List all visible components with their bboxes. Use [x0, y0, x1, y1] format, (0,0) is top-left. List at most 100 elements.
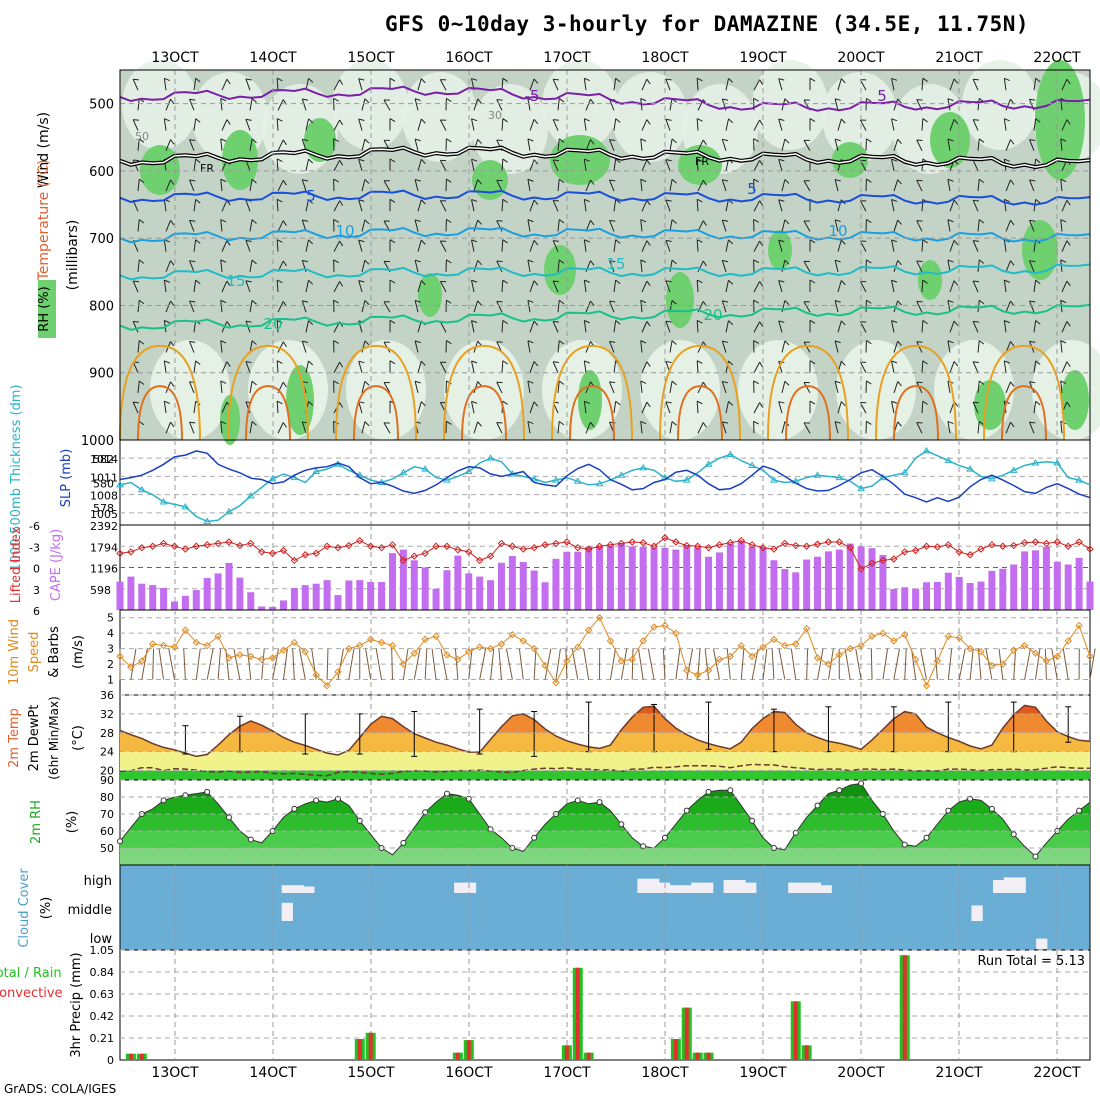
wind-barb-flag	[809, 360, 816, 365]
wind-barb-staff	[1033, 280, 1037, 293]
wind-barb-flag	[383, 382, 390, 384]
wind-barb-staff	[473, 300, 479, 313]
cape-bar	[279, 600, 287, 610]
cape-bar	[214, 573, 222, 610]
wind-barb	[439, 79, 447, 91]
wind-barb-staff	[137, 138, 140, 151]
wind-barb-staff	[949, 119, 955, 131]
wind-barb	[809, 239, 816, 252]
wind-barb-staff	[696, 158, 699, 171]
wind-barb-flag	[722, 381, 729, 384]
wind-barb-flag	[665, 199, 672, 202]
wind-barb	[333, 138, 339, 151]
wind-barb	[921, 360, 928, 373]
rh-point	[225, 814, 232, 821]
isotherm-25-loop	[335, 344, 417, 441]
wind-barb-staff	[361, 260, 366, 272]
cloud-level-high: high	[84, 874, 112, 889]
precip-ytick: 0.84	[90, 966, 115, 979]
wind-barb-staff	[193, 401, 197, 414]
wind-barb-staff	[361, 300, 366, 313]
wind-barb	[696, 198, 703, 212]
wind-barb-flag	[973, 78, 979, 81]
wind-barb-staff	[949, 280, 955, 293]
wind-barb-flag	[302, 259, 309, 263]
wind-barb	[245, 239, 252, 252]
wind-barb	[721, 421, 729, 434]
wind-barb-staff	[725, 239, 729, 252]
wind10m-barb	[365, 648, 372, 680]
wind-barb	[496, 179, 503, 192]
wind-barb	[221, 361, 231, 373]
temp-band	[120, 705, 1090, 714]
wind-barb	[471, 279, 478, 293]
wind-barb-flag	[496, 341, 503, 343]
wind10m-point	[552, 678, 560, 687]
wind-barb-flag	[722, 300, 729, 303]
wind-barb-flag	[891, 158, 898, 162]
wind-barb-flag	[245, 360, 252, 364]
wind-barb	[865, 97, 872, 111]
wind-barb	[753, 138, 759, 151]
wind-barb-staff	[893, 300, 899, 313]
isotherm-30-loop	[1001, 385, 1047, 441]
wind-barb	[641, 200, 651, 212]
wind-barb	[358, 239, 365, 252]
wind-barb-flag	[978, 380, 985, 385]
wind-barb-flag	[665, 118, 672, 121]
wind-barb-staff	[613, 360, 617, 373]
wind-barb-staff	[527, 340, 531, 353]
wind-barb-flag	[1010, 179, 1015, 185]
wind10m-point	[650, 623, 658, 631]
wind-barb	[445, 138, 452, 151]
li-point	[214, 539, 222, 548]
wind-barb-flag	[189, 300, 196, 303]
wind10m-point	[366, 635, 375, 644]
li-point	[377, 543, 386, 552]
wind-barb-staff	[916, 260, 923, 273]
cape-bar	[192, 590, 200, 610]
wind-barb-staff	[778, 239, 783, 252]
wind-barb	[276, 400, 283, 414]
wind-barb-staff	[501, 360, 504, 373]
wind-barb-flag	[778, 320, 785, 323]
wind-barb-flag	[947, 178, 954, 182]
wind-barb-staff	[949, 240, 955, 252]
wind-barb	[696, 360, 703, 373]
wind-barb-flag	[558, 138, 565, 143]
wind-barb-staff	[609, 381, 615, 394]
wind-barb-flag	[496, 260, 503, 263]
wind-barb	[859, 119, 867, 131]
wind10m-point	[901, 631, 909, 639]
wind-barb	[972, 119, 979, 131]
wind-barb-staff	[220, 259, 223, 272]
li-point	[813, 540, 822, 548]
wind-barb-flag	[1010, 260, 1015, 266]
li-point	[192, 542, 200, 550]
wind-barb-staff	[383, 301, 391, 313]
wind-barb-staff	[417, 401, 422, 414]
thickness-point	[486, 454, 495, 461]
rh-point	[923, 834, 930, 841]
wind-barb-staff	[696, 320, 699, 333]
wind-barb-flag	[665, 320, 672, 323]
wind10m-barb	[893, 648, 901, 680]
wind-barb-flag	[220, 380, 227, 384]
wind-barb-staff	[697, 180, 704, 192]
wind-barb	[778, 118, 785, 131]
wind-barb-flag	[722, 259, 729, 263]
wind-barb-staff	[753, 361, 761, 373]
wind-barb-flag	[809, 77, 816, 82]
wind-ytick: 1	[107, 674, 114, 687]
wind-barb-staff	[721, 421, 727, 434]
wind-barb-flag	[533, 280, 539, 286]
wind-barb-staff	[921, 360, 924, 373]
wind-barb-staff	[473, 260, 479, 272]
wind-barb-flag	[1004, 198, 1010, 203]
cape-bar	[487, 580, 495, 610]
cape-ytick: 598	[90, 584, 111, 597]
wind-barb-staff	[193, 360, 197, 373]
isotherm-label: 5	[306, 187, 316, 205]
wind-barb-flag	[916, 99, 923, 101]
li-point	[901, 548, 909, 556]
